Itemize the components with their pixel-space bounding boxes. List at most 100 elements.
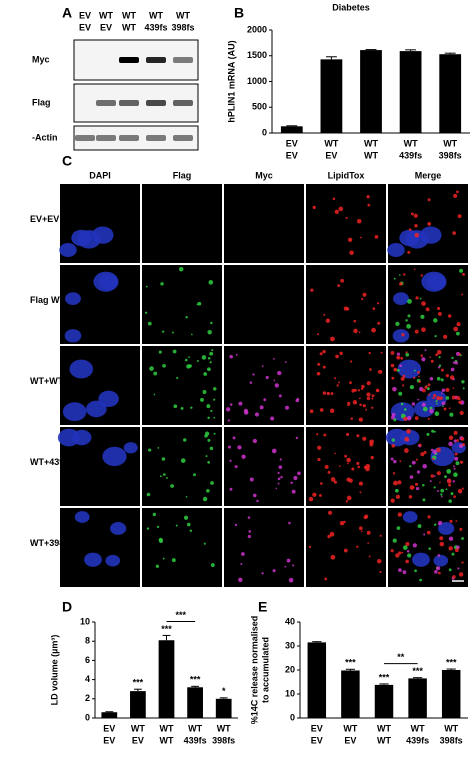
bracket-label: *** xyxy=(176,610,187,620)
stain-dot xyxy=(244,410,249,415)
stain-dot xyxy=(349,250,354,256)
stain-dot xyxy=(418,443,422,447)
bar xyxy=(360,50,382,133)
stain-dot xyxy=(433,475,436,477)
micrograph xyxy=(306,508,386,587)
stain-dot xyxy=(357,465,361,469)
stain-dot xyxy=(421,357,426,362)
stain-dot xyxy=(452,480,455,483)
stain-dot xyxy=(445,396,450,400)
stain-dot xyxy=(432,457,435,461)
stain-dot xyxy=(451,552,455,556)
stain-dot xyxy=(159,475,162,478)
stain-dot xyxy=(156,525,160,529)
stain-dot xyxy=(343,548,348,553)
stain-dot xyxy=(207,461,211,464)
stain-dot xyxy=(157,447,160,449)
stain-dot xyxy=(422,483,425,487)
stain-dot xyxy=(350,417,354,420)
stain-dot xyxy=(424,385,428,389)
stain-dot xyxy=(271,448,277,454)
stain-dot xyxy=(439,541,445,547)
stain-dot xyxy=(420,452,425,457)
stain-dot xyxy=(436,489,440,493)
stain-dot xyxy=(336,384,339,387)
stain-dot xyxy=(423,533,426,536)
stain-dot xyxy=(358,481,364,486)
stain-dot xyxy=(316,433,319,436)
stain-dot xyxy=(146,527,150,530)
stain-dot xyxy=(392,388,394,391)
stain-dot xyxy=(284,565,287,568)
stain-dot xyxy=(229,487,233,491)
stain-dot xyxy=(456,545,460,550)
stain-dot xyxy=(429,408,434,414)
stain-dot xyxy=(453,495,456,498)
x-tick-label: WT xyxy=(364,138,378,148)
stain-dot xyxy=(183,515,189,520)
micrograph xyxy=(387,184,468,263)
chart-title: Diabetes xyxy=(332,2,370,12)
stain-dot xyxy=(399,460,402,463)
stain-dot xyxy=(396,368,400,372)
stain-dot xyxy=(453,193,458,198)
stain-dot xyxy=(330,554,336,560)
stain-dot xyxy=(207,356,211,360)
significance-label: *** xyxy=(345,658,356,668)
stain-dot xyxy=(459,527,463,531)
stain-dot xyxy=(209,351,214,356)
nucleus xyxy=(105,554,121,567)
blot-row-label: -Actin xyxy=(32,132,58,142)
row-label: WT+398fs xyxy=(30,538,72,548)
stain-dot xyxy=(457,567,460,570)
stain-dot xyxy=(207,416,210,420)
stain-dot xyxy=(409,465,412,468)
stain-dot xyxy=(452,575,456,579)
stain-dot xyxy=(397,356,399,358)
stain-dot xyxy=(414,232,420,238)
stain-dot xyxy=(416,470,421,474)
bar xyxy=(441,670,461,718)
y-tick-label: 20 xyxy=(285,664,295,674)
micrograph xyxy=(388,508,468,587)
x-tick-label: 398fs xyxy=(212,735,235,745)
stain-dot xyxy=(376,558,382,564)
stain-dot xyxy=(347,404,350,407)
stain-dot xyxy=(248,530,252,533)
micrograph xyxy=(59,184,140,263)
micrograph xyxy=(306,346,386,425)
blot-band xyxy=(96,100,116,106)
stain-dot xyxy=(403,273,406,276)
stain-dot xyxy=(352,400,358,405)
error-bar xyxy=(412,677,423,679)
stain-dot xyxy=(204,434,208,438)
nucleus xyxy=(64,329,82,343)
error-bar xyxy=(286,125,298,127)
stain-dot xyxy=(390,351,395,355)
stain-dot xyxy=(213,398,216,401)
stain-dot xyxy=(166,477,168,479)
y-axis-label: hPLIN1 mRNA (AU) xyxy=(226,40,236,122)
nucleus xyxy=(433,554,449,567)
blot-band xyxy=(75,135,95,141)
stain-dot xyxy=(184,358,188,362)
stain-dot xyxy=(440,368,444,372)
stain-dot xyxy=(371,394,375,398)
stain-dot xyxy=(329,531,335,537)
stain-dot xyxy=(402,570,407,575)
stain-dot xyxy=(147,321,152,326)
stain-dot xyxy=(330,336,335,342)
stain-dot xyxy=(359,403,362,407)
stain-dot xyxy=(203,372,208,376)
stain-dot xyxy=(403,416,408,422)
stain-dot xyxy=(438,571,441,575)
stain-dot xyxy=(205,455,208,458)
stain-dot xyxy=(316,371,321,376)
stain-dot xyxy=(436,566,441,571)
stain-dot xyxy=(247,534,251,539)
stain-dot xyxy=(330,477,336,482)
stain-dot xyxy=(365,466,370,472)
stain-dot xyxy=(461,537,464,540)
stain-dot xyxy=(367,542,370,544)
stain-dot xyxy=(235,353,238,356)
